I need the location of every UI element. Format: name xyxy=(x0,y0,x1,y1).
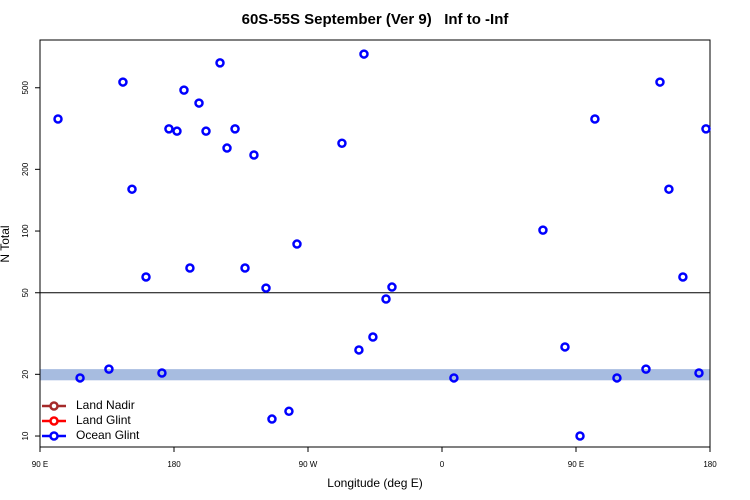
legend-marker xyxy=(49,416,59,426)
point xyxy=(678,272,688,282)
point xyxy=(249,150,259,160)
y-tick-label: 20 xyxy=(21,369,30,378)
point xyxy=(284,406,294,417)
point xyxy=(590,114,600,124)
legend-marker xyxy=(49,401,59,411)
point xyxy=(185,263,195,273)
point xyxy=(387,282,397,292)
point xyxy=(222,143,232,153)
point xyxy=(560,342,570,352)
point xyxy=(53,114,63,124)
legend-label: Ocean Glint xyxy=(76,428,140,442)
y-tick-label: 100 xyxy=(21,224,30,238)
point xyxy=(201,126,211,136)
point xyxy=(157,368,167,378)
point xyxy=(179,85,189,95)
legend-marker xyxy=(49,431,59,441)
point xyxy=(368,332,378,342)
x-tick-label: 180 xyxy=(167,460,181,469)
point xyxy=(359,49,369,59)
point xyxy=(538,225,548,235)
y-tick-label: 200 xyxy=(21,162,30,176)
x-tick-label: 90 W xyxy=(299,460,318,469)
point xyxy=(240,263,250,273)
y-tick-label: 500 xyxy=(21,81,30,95)
chart-title: 60S-55S September (Ver 9) Inf to -Inf xyxy=(242,11,510,28)
point xyxy=(118,77,128,87)
legend-label: Land Glint xyxy=(76,413,131,427)
point xyxy=(575,431,585,441)
point xyxy=(694,368,704,378)
band xyxy=(40,369,710,381)
point xyxy=(104,364,114,374)
point xyxy=(612,373,622,383)
point xyxy=(292,239,302,249)
point xyxy=(230,124,240,134)
x-tick-label: 180 xyxy=(703,460,717,469)
point xyxy=(267,414,277,424)
point xyxy=(381,294,391,304)
point xyxy=(194,98,204,108)
y-tick-label: 50 xyxy=(21,288,30,297)
point xyxy=(701,124,711,134)
y-tick-label: 10 xyxy=(21,431,30,440)
point xyxy=(655,77,665,87)
plot-frame xyxy=(39,39,711,448)
point xyxy=(261,283,271,293)
point xyxy=(164,124,174,134)
point xyxy=(75,373,85,383)
x-tick-label: 90 E xyxy=(32,460,48,469)
y-axis-label: N Total xyxy=(0,225,12,262)
point xyxy=(664,184,674,194)
point xyxy=(127,184,137,194)
x-tick-label: 90 E xyxy=(568,460,584,469)
point xyxy=(141,272,151,282)
x-tick-label: 0 xyxy=(440,460,445,469)
legend-label: Land Nadir xyxy=(76,398,135,412)
point xyxy=(337,138,347,149)
point xyxy=(215,58,225,68)
x-axis-label: Longitude (deg E) xyxy=(327,476,422,490)
point xyxy=(172,126,182,136)
point xyxy=(449,373,459,383)
point xyxy=(354,345,364,355)
point xyxy=(641,364,651,374)
